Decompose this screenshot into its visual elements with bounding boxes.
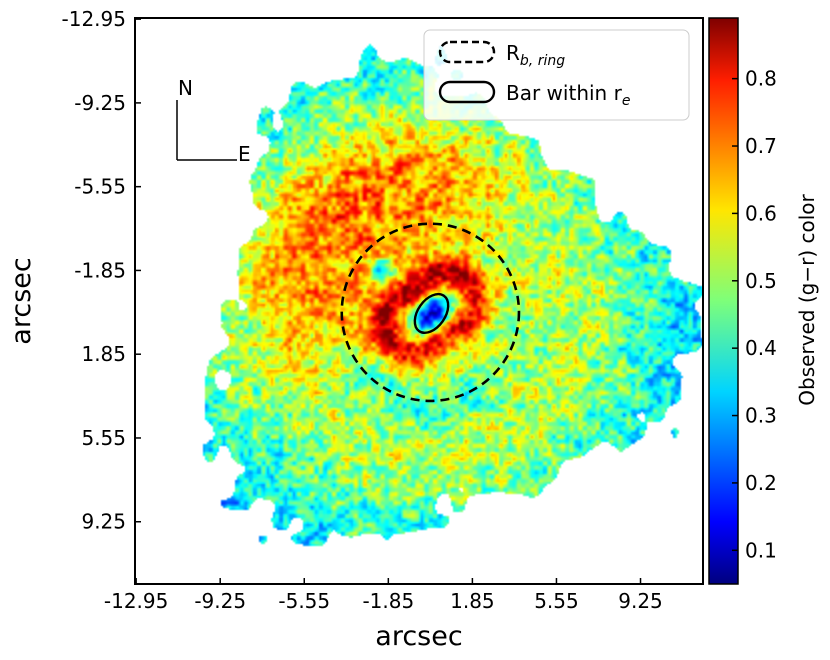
y-axis-label: arcsec (6, 257, 37, 344)
x-tick-label: 5.55 (534, 589, 579, 613)
legend-ring-label: Rb, ring (506, 41, 565, 69)
compass: N E (176, 76, 251, 166)
colorbar-tick-label: 0.3 (745, 404, 777, 428)
y-tick-label: -1.85 (74, 258, 126, 282)
y-tick-label: 5.55 (81, 426, 126, 450)
colorbar-tick-label: 0.4 (745, 336, 777, 360)
plot-frame (134, 17, 704, 585)
colorbar-tick-label: 0.6 (745, 201, 777, 225)
y-tick-label: 9.25 (81, 510, 126, 534)
y-tick-label: -9.25 (74, 91, 126, 115)
x-tick-label: -9.25 (194, 589, 246, 613)
y-tick-label: -5.55 (74, 175, 126, 199)
heatmap-panel: N E Rb, ring Bar within re (134, 17, 704, 585)
colorbar-gradient (708, 17, 739, 585)
colorbar-label: Observed (g−r) color (795, 193, 819, 405)
colorbar-tick-label: 0.5 (745, 269, 777, 293)
ring-radius-ellipse (340, 222, 521, 403)
bar-ellipse (413, 292, 450, 334)
y-tick-label: -12.95 (62, 7, 126, 31)
compass-east-label: E (238, 142, 251, 166)
legend-bar-label: Bar within re (506, 81, 630, 109)
colorbar-tick-label: 0.2 (745, 471, 777, 495)
colorbar-tick-label: 0.7 (745, 134, 777, 158)
colorbar: 0.1 0.2 0.3 0.4 0.5 0.6 0.7 0.8 Observed (g−r) … (708, 17, 819, 585)
x-axis: -12.95 -9.25 -5.55 -1.85 1.85 5.55 9.25 (104, 578, 663, 613)
legend: Rb, ring Bar within re (423, 29, 690, 121)
x-tick-label: -1.85 (362, 589, 414, 613)
legend-ring-swatch (438, 40, 496, 64)
x-tick-label: 1.85 (450, 589, 495, 613)
x-tick-label: 9.25 (618, 589, 663, 613)
colorbar-tick-label: 0.1 (745, 538, 777, 562)
x-tick-label: -5.55 (278, 589, 330, 613)
legend-box (423, 29, 690, 121)
x-tick-label: -12.95 (104, 589, 168, 613)
y-axis: -12.95 -9.25 -5.55 -1.85 1.85 5.55 9.25 (62, 7, 141, 534)
colorbar-ticks: 0.1 0.2 0.3 0.4 0.5 0.6 0.7 0.8 (732, 67, 777, 562)
colorbar-tick-label: 0.8 (745, 67, 777, 91)
compass-north-label: N (178, 76, 193, 100)
legend-bar-swatch (438, 80, 496, 104)
y-tick-label: 1.85 (81, 342, 126, 366)
x-axis-label: arcsec (375, 621, 462, 652)
